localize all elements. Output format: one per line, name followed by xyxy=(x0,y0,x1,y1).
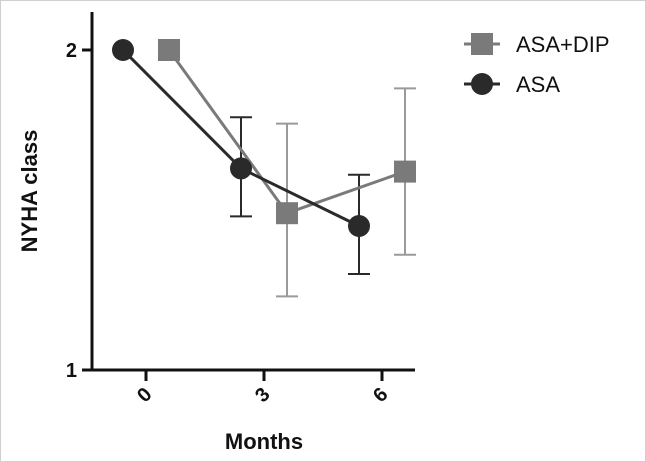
series-lines xyxy=(121,48,406,228)
series-markers xyxy=(112,39,416,237)
y-tick-label: 2 xyxy=(66,40,77,62)
legend-marker-asa xyxy=(471,73,493,95)
y-tick-label: 1 xyxy=(66,360,77,382)
point-asa-0 xyxy=(112,39,134,61)
x-tick-label: 0 xyxy=(133,383,156,406)
legend-marker-asa-dip xyxy=(471,33,493,55)
x-axis-label: Months xyxy=(225,429,303,454)
ticks: 1 2 0 3 6 xyxy=(66,40,393,407)
point-asa-dip-0 xyxy=(158,39,180,61)
point-asa-2 xyxy=(348,215,370,237)
legend-label-asa-dip: ASA+DIP xyxy=(516,32,610,57)
legend: ASA+DIP ASA xyxy=(464,32,610,97)
legend-label-asa: ASA xyxy=(516,72,560,97)
error-bars xyxy=(230,87,416,298)
point-asa-dip-2 xyxy=(394,160,416,183)
x-tick-label: 6 xyxy=(369,383,392,406)
point-asa-dip-1 xyxy=(276,202,298,225)
y-axis-label: NYHA class xyxy=(17,130,42,253)
x-tick-label: 3 xyxy=(251,383,274,406)
point-asa-1 xyxy=(230,157,252,180)
